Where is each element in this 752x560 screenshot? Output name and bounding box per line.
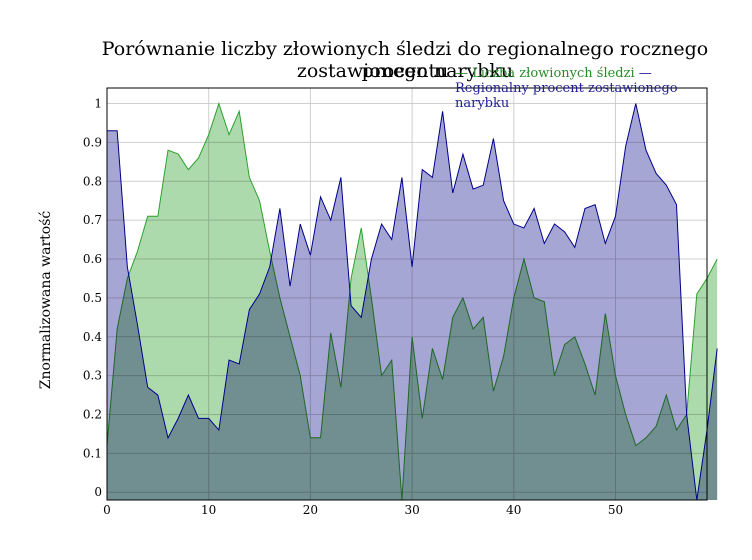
series-1-line (107, 103, 718, 501)
x-tick-label: 40 (506, 503, 521, 517)
legend-label-green: Liczba złowionych śledzi (472, 66, 635, 81)
y-tick-label: 0.3 (83, 369, 102, 383)
chart-title-line1: Porównanie liczby złowionych śledzi do r… (101, 38, 709, 82)
chart-title-line2: zostawionego narybku (296, 60, 514, 82)
y-tick-label: 0 (94, 485, 102, 499)
series-1-area (107, 103, 718, 500)
x-tick-labels: 0 10 20 30 40 50 (103, 503, 623, 517)
y-tick-label: 1 (94, 97, 102, 111)
y-tick-label: 0.9 (83, 135, 102, 149)
y-tick-labels: 0 0.1 0.2 0.3 0.4 0.5 0.6 0.7 0.8 0.9 1 (83, 97, 102, 500)
x-tick-label: 10 (201, 503, 216, 517)
legend-swatch-green: — (455, 66, 468, 81)
legend-swatch-blue: — (638, 66, 652, 81)
x-tick-label: 50 (608, 503, 623, 517)
legend-label-blue: Regionalny procent zostawionego narybku (455, 81, 678, 111)
y-tick-label: 0.4 (83, 330, 102, 344)
y-tick-label: 0.8 (83, 174, 102, 188)
area-series-group (106, 101, 718, 501)
y-tick-label: 0.5 (83, 291, 102, 305)
legend: — Liczba złowionych śledzi — Regionalny … (455, 66, 725, 111)
y-axis-label: Znormalizowana wartość (38, 210, 54, 390)
x-tick-label: 0 (103, 503, 111, 517)
x-tick-label: 20 (303, 503, 318, 517)
y-tick-label: 0.7 (83, 213, 102, 227)
y-tick-label: 0.2 (83, 407, 102, 421)
x-tick-label: 30 (404, 503, 419, 517)
y-tick-label: 0.6 (83, 252, 102, 266)
plot-frame (106, 87, 708, 501)
y-tick-label: 0.1 (83, 446, 102, 460)
